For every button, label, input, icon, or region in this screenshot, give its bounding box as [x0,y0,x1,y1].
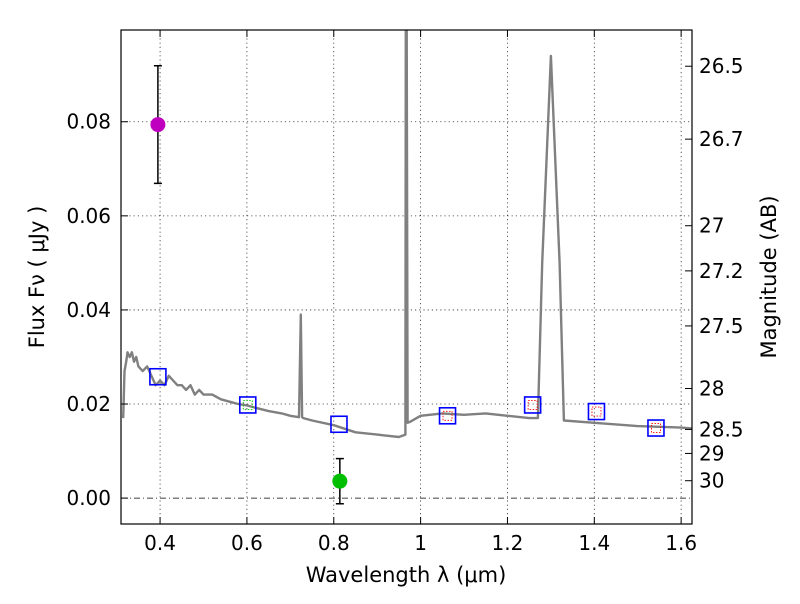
model-photometry-square [438,406,457,425]
tick-layer: 0.4 0.6 0.8 1 1.2 1.4 1.6 0.00 0.02 0.04 0.06 0.08 2… [66,30,744,555]
y2-tick-label: 26.5 [699,54,744,78]
model-photometry-square [587,402,606,421]
x-tick-label: 0.8 [318,531,350,555]
y-tick-label: 0.02 [66,392,111,416]
model-photometry-square [149,367,167,386]
y-axis-label: Flux Fν ( μJy ) [25,206,49,349]
y2-tick-label: 29 [699,441,724,465]
model-photometry-square [330,415,348,434]
y2-tick-label: 28 [699,377,724,401]
y-tick-label: 0.08 [66,110,111,134]
y-tick-label: 0.04 [66,298,111,322]
observed-photometry-point [332,473,348,489]
y2-axis-label: Magnitude (AB) [757,195,781,358]
inner-photometry-marker [591,406,602,417]
observed-photometry-point [150,117,166,133]
model-photometry-square [238,396,257,414]
inner-photometry-marker [242,400,253,410]
inner-photometry-marker [442,410,453,421]
marker-layer [149,65,665,505]
x-axis-label: Wavelength λ (μm) [306,563,507,587]
x-tick-label: 0.4 [144,531,176,555]
grid-layer [121,30,692,524]
y2-tick-label: 27 [699,214,724,238]
inner-photometry-marker [527,400,538,410]
x-tick-label: 1 [414,531,427,555]
model-photometry-square [523,396,542,414]
x-tick-label: 1.2 [492,531,524,555]
inner-photometry-marker [651,423,661,433]
y2-tick-label: 30 [699,469,724,493]
model-photometry-square [647,419,665,437]
y2-tick-label: 27.5 [699,314,744,338]
x-tick-label: 0.6 [231,531,263,555]
y-tick-label: 0.00 [66,486,111,510]
sed-model-line [122,30,692,439]
x-tick-label: 1.4 [578,531,610,555]
plot-frame [120,29,693,525]
y2-tick-label: 27.2 [699,259,744,283]
plot-area [122,30,692,439]
y-tick-label: 0.06 [66,204,111,228]
y2-tick-label: 28.5 [699,417,744,441]
x-tick-label: 1.6 [665,531,697,555]
y2-tick-label: 26.7 [699,127,744,151]
